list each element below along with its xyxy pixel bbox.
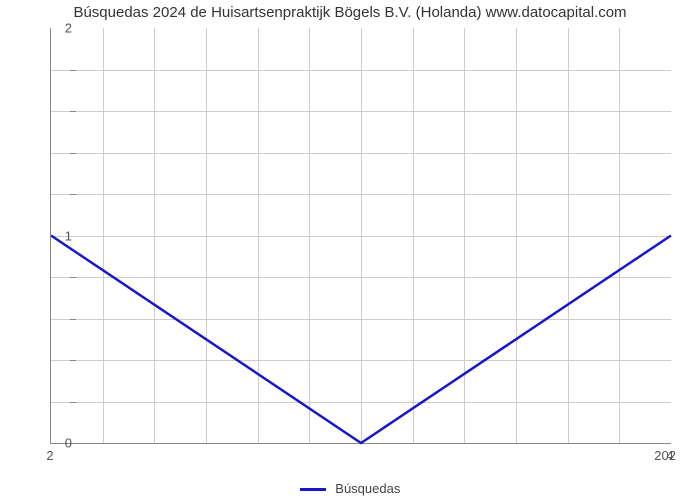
legend: Búsquedas — [0, 481, 700, 496]
x-axis-secondary-label: 202 — [654, 448, 676, 463]
x-tick-label: 2 — [46, 448, 53, 463]
chart-title: Búsquedas 2024 de Huisartsenpraktijk Bög… — [0, 4, 700, 21]
plot-area — [50, 28, 671, 444]
y-tick-label: 2 — [32, 21, 72, 36]
data-series-line — [51, 28, 671, 443]
legend-swatch — [300, 488, 326, 491]
legend-label: Búsquedas — [335, 481, 400, 496]
line-chart: Búsquedas 2024 de Huisartsenpraktijk Bög… — [0, 0, 700, 500]
y-tick-label: 1 — [32, 228, 72, 243]
